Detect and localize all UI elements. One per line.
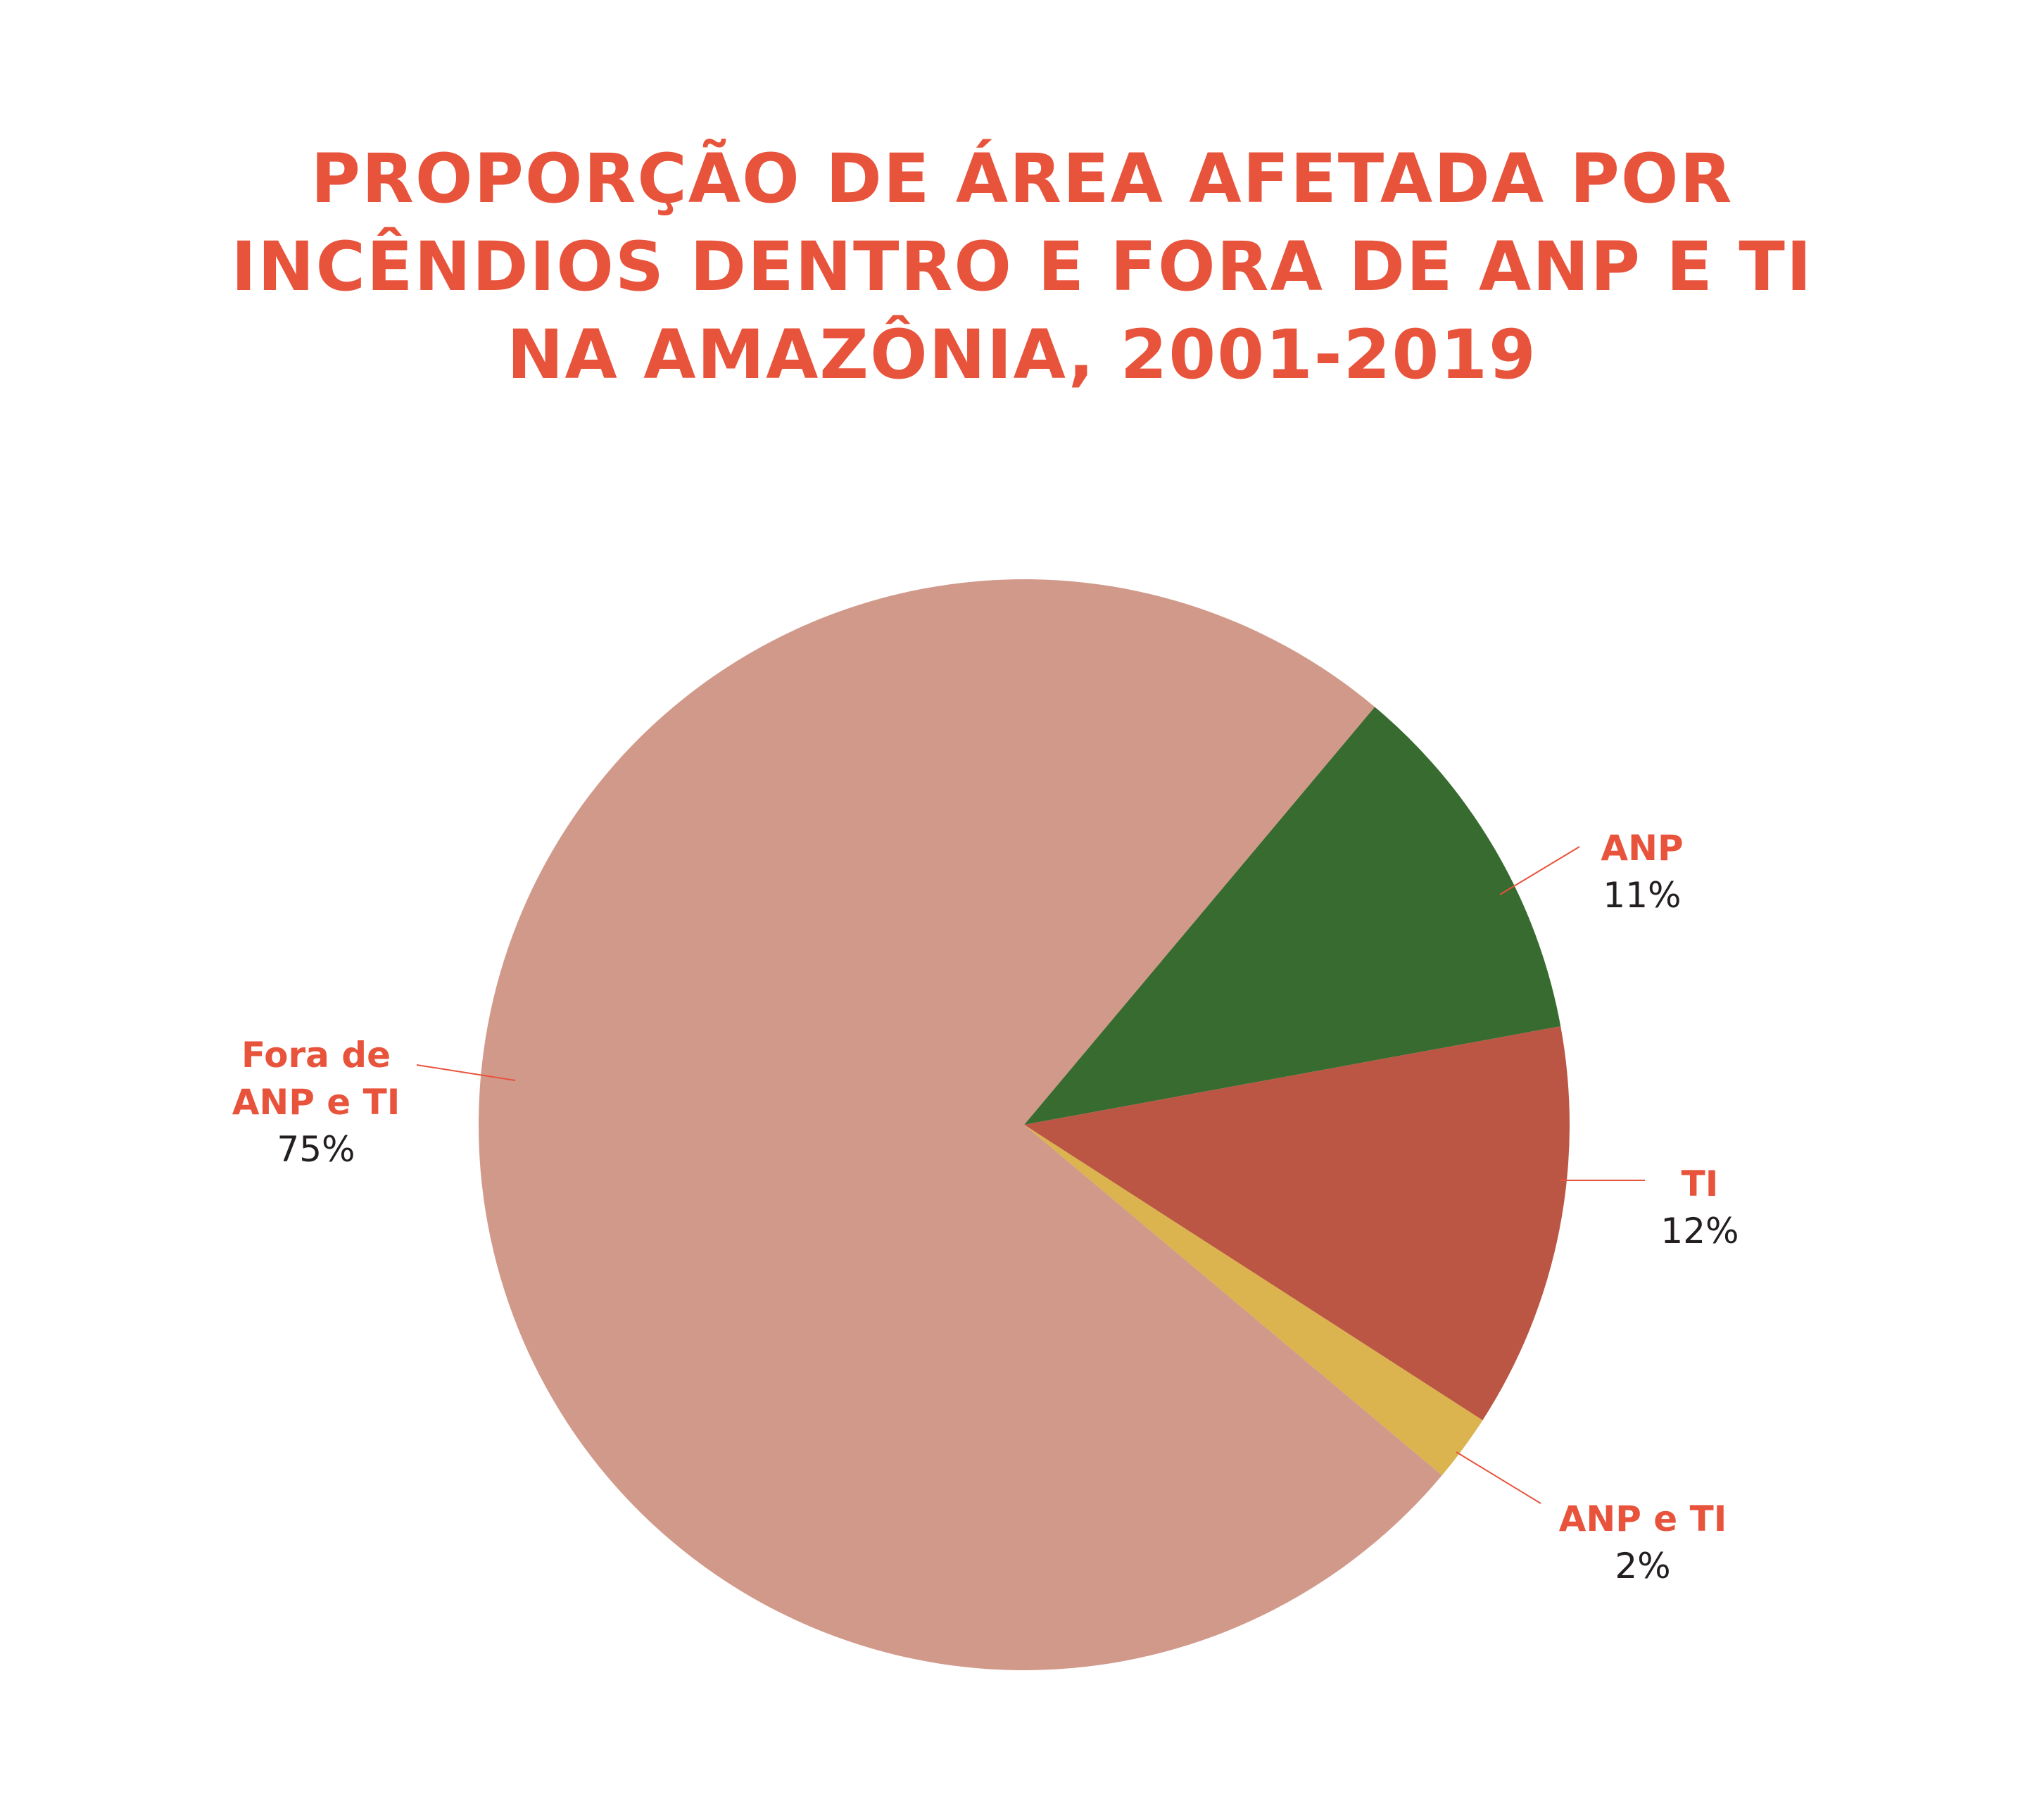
pie-slice-anp-e-ti xyxy=(1024,1125,1483,1476)
chart-title-line-2: INCÊNDIOS DENTRO E FORA DE ANP E TI xyxy=(231,227,1812,306)
leader-lines xyxy=(416,846,1645,1504)
chart-title: PROPORÇÃO DE ÁREA AFETADA POR INCÊNDIOS … xyxy=(231,139,1812,394)
slice-value-anp: 11% xyxy=(1603,875,1681,916)
slice-label-ti-line-1: TI xyxy=(1682,1163,1719,1204)
slice-label-anp-line-1: ANP xyxy=(1601,828,1683,869)
pie-slice-ti xyxy=(1024,1026,1570,1420)
slice-value-anp-e-ti: 2% xyxy=(1615,1546,1670,1586)
leader-line-anp-e-ti xyxy=(1456,1451,1541,1504)
chart-title-line-3: NA AMAZÔNIA, 2001-2019 xyxy=(507,315,1537,394)
slice-label-anp-e-ti-line-1: ANP e TI xyxy=(1559,1498,1727,1539)
slice-value-fora-de-anp-e-ti: 75% xyxy=(277,1129,355,1170)
pie-slice-fora-de-anp-e-ti xyxy=(479,579,1442,1670)
leader-line-fora-de-anp-e-ti xyxy=(416,1064,516,1081)
pie-slice-anp xyxy=(1024,707,1561,1125)
slice-value-ti: 12% xyxy=(1660,1211,1739,1251)
slice-label-fora-de-anp-e-ti-line-1: Fora de xyxy=(241,1035,391,1075)
pie-slices xyxy=(479,579,1570,1670)
slice-labels: ANP 11% TI 12% ANP e TI 2% Fora de ANP e TI 75% xyxy=(232,828,1739,1586)
chart-title-line-1: PROPORÇÃO DE ÁREA AFETADA POR xyxy=(311,139,1734,218)
slice-label-fora-de-anp-e-ti-line-2: ANP e TI xyxy=(232,1082,400,1123)
leader-line-anp xyxy=(1499,846,1580,895)
